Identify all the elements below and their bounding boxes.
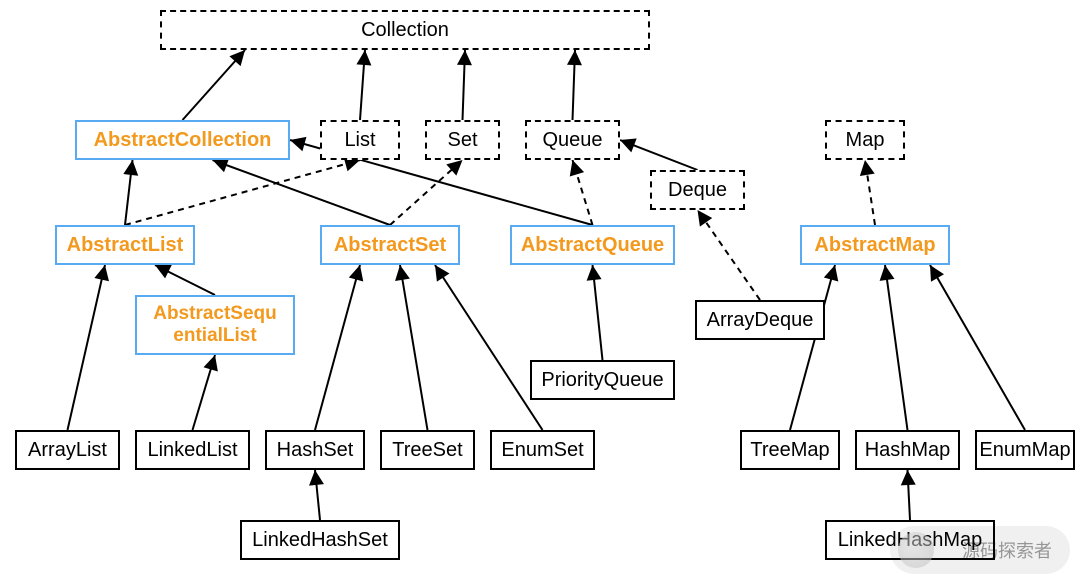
node-Set: Set [425, 120, 500, 160]
edge-TreeMap-to-AbstractMap [790, 265, 835, 430]
node-HashMap: HashMap [855, 430, 960, 470]
node-Collection: Collection [160, 10, 650, 50]
node-ArrayDeque: ArrayDeque [695, 300, 825, 340]
node-EnumSet: EnumSet [490, 430, 595, 470]
node-AbstractQueue: AbstractQueue [510, 225, 675, 265]
watermark-badge: 源码探索者 [890, 526, 1070, 574]
node-AbstractSequentialList: AbstractSequentialList [135, 295, 295, 355]
node-Deque: Deque [650, 170, 745, 210]
edge-HashSet-to-AbstractSet [315, 265, 360, 430]
edge-LinkedHashMap-to-HashMap [908, 470, 911, 520]
edge-Queue-to-Collection [573, 50, 576, 120]
node-LinkedHashSet: LinkedHashSet [240, 520, 400, 560]
edge-AbstractList-to-AbstractCollection [125, 160, 133, 225]
node-Map: Map [825, 120, 905, 160]
edge-EnumMap-to-AbstractMap [930, 265, 1025, 430]
node-AbstractMap: AbstractMap [800, 225, 950, 265]
edge-AbstractCollection-to-Collection [183, 50, 246, 120]
node-ArrayList: ArrayList [15, 430, 120, 470]
node-EnumMap: EnumMap [975, 430, 1075, 470]
edge-AbstractMap-to-Map [865, 160, 875, 225]
node-HashSet: HashSet [265, 430, 365, 470]
edge-List-to-Collection [360, 50, 365, 120]
edge-AbstractList-to-List [125, 160, 360, 225]
node-TreeSet: TreeSet [380, 430, 475, 470]
edge-HashMap-to-AbstractMap [885, 265, 908, 430]
node-List: List [320, 120, 400, 160]
edges-layer [0, 0, 1080, 584]
edge-AbstractSequentialList-to-AbstractList [155, 265, 215, 295]
edge-Set-to-Collection [463, 50, 466, 120]
edge-AbstractSet-to-AbstractCollection [213, 160, 391, 225]
edge-LinkedList-to-AbstractSequentialList [193, 355, 216, 430]
edge-TreeSet-to-AbstractSet [400, 265, 428, 430]
watermark-icon [898, 532, 934, 568]
node-AbstractCollection: AbstractCollection [75, 120, 290, 160]
node-TreeMap: TreeMap [740, 430, 840, 470]
edge-AbstractSet-to-Set [390, 160, 463, 225]
edge-LinkedHashSet-to-HashSet [315, 470, 320, 520]
node-AbstractSet: AbstractSet [320, 225, 460, 265]
edge-AbstractQueue-to-Queue [573, 160, 593, 225]
edge-Deque-to-Queue [620, 140, 698, 170]
node-Queue: Queue [525, 120, 620, 160]
node-PriorityQueue: PriorityQueue [530, 360, 675, 400]
node-AbstractList: AbstractList [55, 225, 195, 265]
edge-ArrayDeque-to-Deque [698, 210, 761, 300]
edge-ArrayList-to-AbstractList [68, 265, 106, 430]
watermark-text: 源码探索者 [962, 537, 1052, 563]
node-LinkedList: LinkedList [135, 430, 250, 470]
edge-PriorityQueue-to-AbstractQueue [593, 265, 603, 360]
edge-EnumSet-to-AbstractSet [435, 265, 543, 430]
